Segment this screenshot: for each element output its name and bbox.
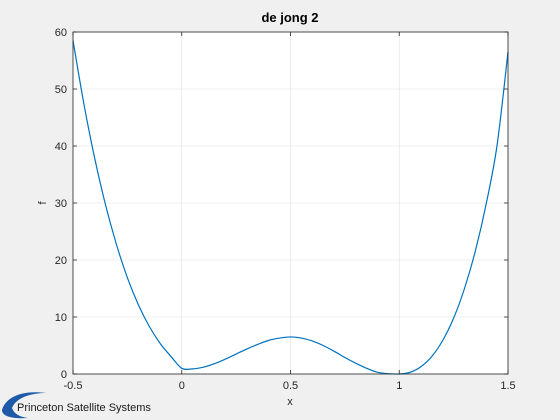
y-tick-label: 10 — [55, 312, 67, 324]
x-tick-label: 1 — [396, 380, 402, 392]
grid — [72, 31, 509, 375]
y-tick-label: 20 — [55, 255, 67, 267]
y-tick-label: 40 — [55, 141, 67, 153]
y-tick-label: 0 — [61, 369, 67, 381]
y-ticks: 0 10 20 30 40 50 60 — [55, 27, 508, 381]
x-axis-label: x — [287, 396, 293, 408]
company-logo: Princeton Satellite Systems — [2, 392, 151, 419]
series-line — [72, 40, 509, 375]
x-tick-label: 1.5 — [500, 380, 515, 392]
x-tick-label: 0.5 — [283, 380, 298, 392]
logo-text: Princeton Satellite Systems — [17, 402, 151, 414]
chart-title: de jong 2 — [261, 10, 318, 25]
logo-swoosh-icon — [2, 392, 46, 419]
y-tick-label: 60 — [55, 27, 67, 39]
x-tick-label: 0 — [179, 380, 185, 392]
x-tick-label: -0.5 — [64, 380, 83, 392]
y-tick-label: 50 — [55, 84, 67, 96]
series-group — [72, 40, 509, 375]
y-tick-label: 30 — [55, 198, 67, 210]
x-ticks: -0.5 0 0.5 1 1.5 — [64, 32, 516, 392]
y-axis-label: f — [37, 201, 49, 205]
